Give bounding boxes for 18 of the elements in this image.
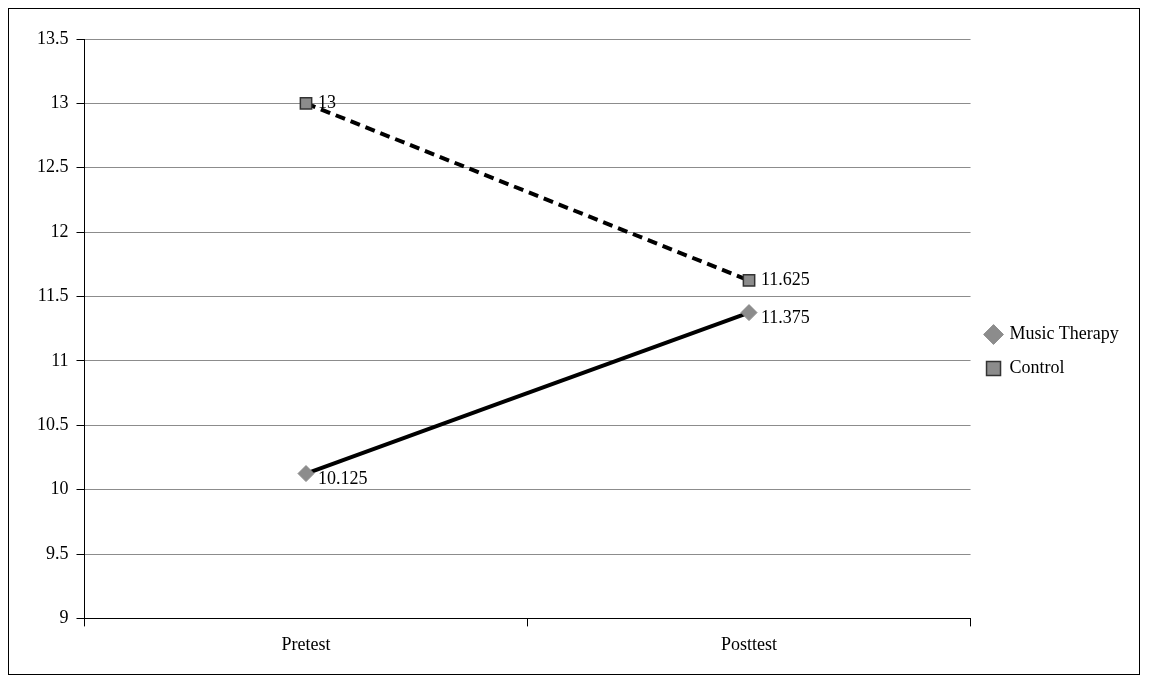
- data-label: 13: [318, 92, 337, 113]
- y-tick-label: 9.5: [46, 542, 69, 563]
- data-label: 11.375: [761, 307, 810, 328]
- x-tick-label: Pretest: [281, 633, 331, 654]
- data-label: 10.125: [318, 468, 368, 489]
- legend-label: Control: [1009, 357, 1065, 378]
- x-tick-label: Posttest: [721, 633, 778, 654]
- y-tick-label: 11: [51, 349, 69, 370]
- y-tick-label: 10.5: [37, 414, 69, 434]
- y-tick-label: 13: [50, 92, 69, 113]
- y-tick-label: 13.5: [37, 27, 69, 48]
- y-tick-label: 11.5: [37, 285, 69, 306]
- y-tick-label: 12: [50, 220, 69, 241]
- data-label: 11.625: [761, 269, 810, 290]
- y-tick-label: 10: [50, 478, 69, 499]
- legend-label: Music Therapy: [1009, 323, 1119, 344]
- y-tick-label: 9: [59, 607, 69, 628]
- y-tick-label: 12.5: [37, 156, 69, 177]
